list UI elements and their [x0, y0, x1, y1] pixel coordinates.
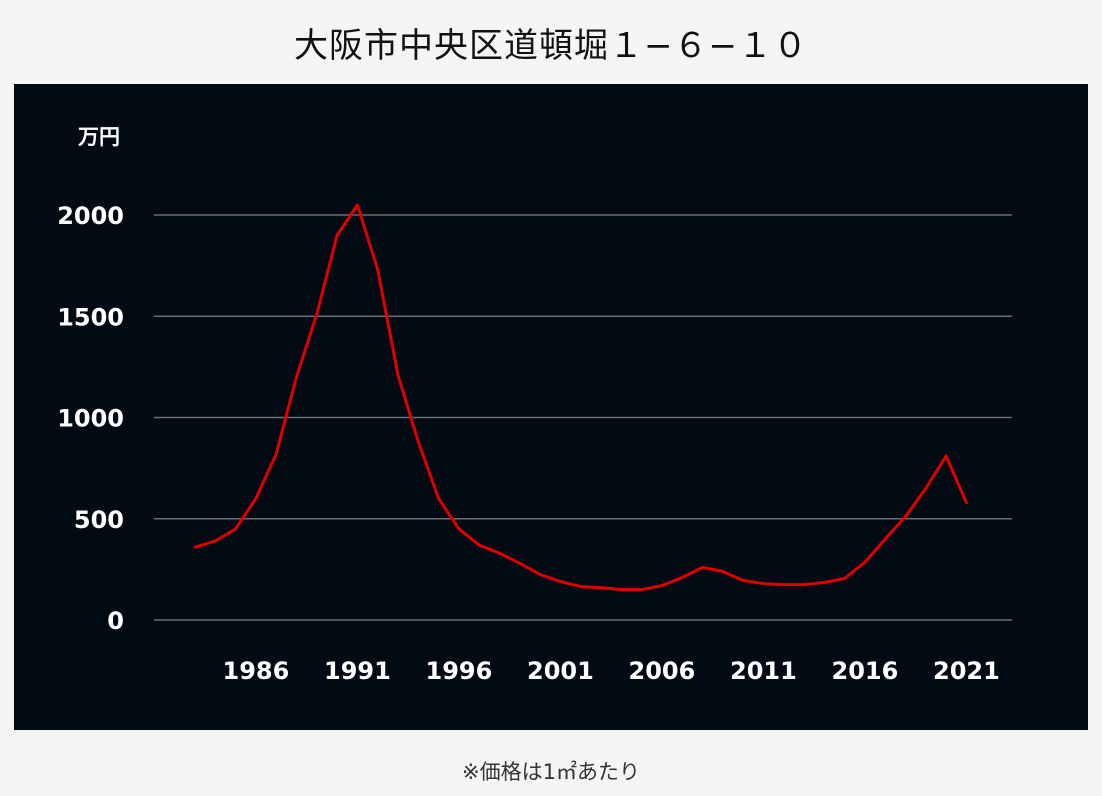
x-tick-label: 2016 [832, 657, 899, 685]
x-tick-label: 1991 [324, 657, 391, 685]
series-layer [193, 203, 968, 592]
x-tick-label: 1986 [223, 657, 290, 685]
chart-title: 大阪市中央区道頓堀１−６−１０ [294, 26, 808, 66]
footnote: ※価格は1㎡あたり [462, 760, 640, 784]
y-axis-ticks: 0 500 1000 1500 2000 [57, 202, 124, 635]
x-tick-label: 1996 [426, 657, 493, 685]
y-tick-label: 1500 [57, 303, 124, 331]
y-tick-label: 0 [107, 607, 124, 635]
line-chart: 0 500 1000 1500 2000 1986 1991 1996 2001 2006 201… [57, 125, 1012, 685]
y-tick-label: 2000 [57, 202, 124, 230]
chart-panel: 0 500 1000 1500 2000 1986 1991 1996 2001 2006 201… [14, 84, 1088, 730]
y-axis-label: 万円 [77, 125, 120, 149]
x-tick-label: 2011 [730, 657, 797, 685]
x-tick-label: 2001 [527, 657, 594, 685]
y-tick-label: 500 [74, 506, 124, 534]
gridlines [154, 214, 1012, 621]
y-tick-label: 1000 [57, 405, 124, 433]
x-tick-label: 2021 [933, 657, 1000, 685]
price-series-line [193, 203, 968, 592]
x-axis-ticks: 1986 1991 1996 2001 2006 2011 2016 2021 [223, 657, 1000, 685]
x-tick-label: 2006 [629, 657, 696, 685]
